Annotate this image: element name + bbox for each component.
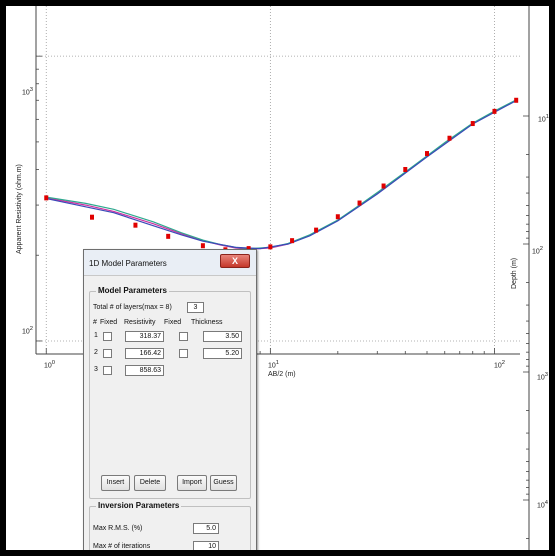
close-button[interactable]: X: [220, 254, 250, 268]
col-num-header: #: [93, 319, 97, 326]
observed-point: [44, 195, 49, 201]
layer-number: 2: [94, 349, 98, 356]
layer-number: 1: [94, 332, 98, 339]
observed-point: [133, 222, 138, 228]
thickness-field[interactable]: 3.50: [203, 331, 242, 342]
observed-point: [246, 246, 251, 252]
depth-tick-label: 102: [532, 246, 544, 256]
max-rms-label: Max R.M.S. (%): [93, 525, 143, 532]
total-layers-label: Total # of layers(max = 8): [93, 304, 172, 311]
curve-series: [46, 99, 517, 250]
model-parameters-dialog: 1D Model Parameters X Model Parameters T…: [83, 249, 257, 550]
import-button[interactable]: Import: [177, 475, 207, 491]
delete-button[interactable]: Delete: [134, 475, 166, 491]
observed-point: [335, 214, 340, 220]
model-curve: [46, 100, 517, 250]
model-curve: [46, 99, 517, 250]
guess-button[interactable]: Guess: [210, 475, 237, 491]
thickness-field[interactable]: 5.20: [203, 348, 242, 359]
observed-point: [290, 238, 295, 244]
observed-point: [200, 243, 205, 249]
plot-grid: [36, 6, 520, 354]
observed-point: [357, 200, 362, 206]
col-fixed-header: Fixed: [100, 319, 118, 326]
dialog-title: 1D Model Parameters: [89, 259, 167, 268]
observed-point: [425, 151, 430, 157]
depth-tick-label: 104: [537, 500, 549, 510]
y-axis-label: Apparent Resistivity (ohm.m): [16, 164, 23, 254]
observed-point: [381, 183, 386, 189]
resistivity-field[interactable]: 166.42: [125, 348, 164, 359]
y-tick-label: 103: [22, 87, 34, 97]
observed-point: [492, 108, 497, 114]
insert-button[interactable]: Insert: [101, 475, 130, 491]
x-axis-label: AB/2 (m): [268, 371, 296, 378]
resistivity-plot: [35, 6, 530, 550]
observed-point: [470, 121, 475, 127]
fixed-resistivity-checkbox[interactable]: [103, 349, 112, 358]
inversion-parameters-title: Inversion Parameters: [96, 501, 182, 510]
dialog-titlebar[interactable]: 1D Model Parameters X: [84, 250, 256, 276]
inversion-parameters-group: Inversion Parameters: [89, 501, 251, 550]
fixed-thickness-checkbox[interactable]: [179, 349, 188, 358]
col-fixed-thickness-header: Fixed: [164, 319, 182, 326]
observed-point: [89, 214, 94, 220]
observed-point: [268, 244, 273, 250]
observed-point: [166, 233, 171, 239]
resistivity-field[interactable]: 318.37: [125, 331, 164, 342]
fixed-resistivity-checkbox[interactable]: [103, 366, 112, 375]
observed-point: [514, 97, 519, 103]
x-tick-label: 102: [494, 360, 506, 370]
x-tick-label: 100: [44, 360, 56, 370]
observed-point: [447, 135, 452, 141]
x-tick-label: 101: [268, 360, 280, 370]
model-parameters-title: Model Parameters: [96, 286, 169, 295]
observed-point: [314, 227, 319, 233]
resistivity-field[interactable]: 858.63: [125, 365, 164, 376]
depth-axis-label: Depth (m): [511, 257, 518, 289]
total-layers-field[interactable]: 3: [187, 302, 204, 313]
max-iterations-label: Max # of iterations: [93, 543, 151, 550]
col-thickness-header: Thickness: [191, 319, 223, 326]
y-tick-label: 102: [22, 326, 34, 336]
app-frame: 100 101 102 AB/2 (m) 103 102 Apparent Re…: [6, 6, 549, 550]
fixed-thickness-checkbox[interactable]: [179, 332, 188, 341]
layer-number: 3: [94, 366, 98, 373]
observed-point: [403, 166, 408, 172]
depth-tick-label: 103: [537, 372, 549, 382]
model-curve: [46, 99, 517, 250]
model-parameters-group: Model Parameters: [89, 286, 251, 499]
fixed-resistivity-checkbox[interactable]: [103, 332, 112, 341]
depth-tick-label: 101: [538, 114, 549, 124]
observed-points: [44, 97, 519, 253]
max-iterations-field[interactable]: 10: [193, 541, 219, 550]
max-rms-field[interactable]: 5.0: [193, 523, 219, 534]
col-resistivity-header: Resistivity: [124, 319, 156, 326]
